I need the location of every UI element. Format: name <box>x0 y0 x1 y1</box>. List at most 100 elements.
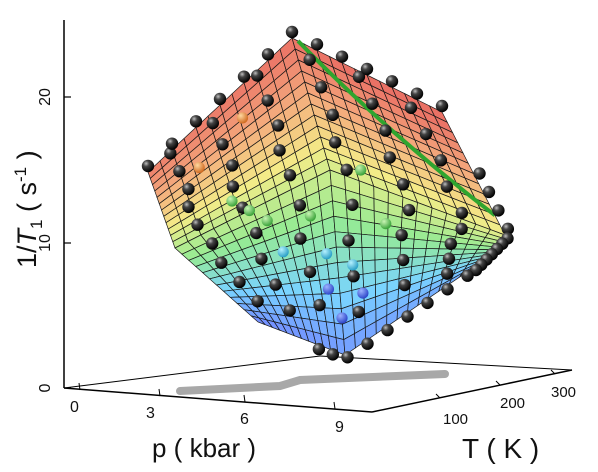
data-point-marker <box>238 70 250 82</box>
data-point-marker <box>341 351 353 363</box>
data-point-marker <box>435 154 447 166</box>
data-point-marker <box>380 218 391 229</box>
data-point-marker <box>336 50 348 62</box>
surface-cell <box>361 221 375 236</box>
data-point-marker <box>342 234 354 246</box>
surface-cell <box>361 234 374 248</box>
data-point-marker <box>353 306 365 318</box>
data-point-marker <box>323 283 334 294</box>
data-point-marker <box>311 38 323 50</box>
data-point-marker <box>207 117 219 129</box>
data-point-marker <box>305 210 316 221</box>
x-axis-title: p ( kbar ) <box>152 433 256 463</box>
data-point-marker <box>304 266 316 278</box>
data-point-marker <box>284 304 296 316</box>
y-ticks: 100 200 300 <box>436 370 576 428</box>
y-tick-label: 300 <box>551 384 576 401</box>
data-point-marker <box>336 312 347 323</box>
data-point-marker <box>386 75 398 87</box>
surface-cell <box>327 263 338 280</box>
data-point-marker <box>421 297 433 309</box>
data-point-marker <box>346 199 358 211</box>
data-point-marker <box>473 167 485 179</box>
data-point-marker <box>226 159 238 171</box>
data-point-marker <box>173 165 185 177</box>
data-point-marker <box>384 151 396 163</box>
surface-cell <box>324 232 336 250</box>
data-point-marker <box>441 267 453 279</box>
data-point-marker <box>398 279 410 291</box>
data-point-marker <box>262 215 273 226</box>
floor-right-edge <box>320 356 572 370</box>
floor-projection <box>180 374 445 391</box>
data-point-marker <box>403 204 415 216</box>
data-point-marker <box>303 54 315 66</box>
data-point-marker <box>456 207 468 219</box>
surface-cell <box>347 219 361 235</box>
data-point-marker <box>366 97 378 109</box>
data-point-marker <box>261 94 273 106</box>
data-point-marker <box>313 343 325 355</box>
surface-cell <box>363 260 376 274</box>
y-axis-title: T ( K ) <box>462 433 539 464</box>
data-point-marker <box>251 295 263 307</box>
data-point-marker <box>269 278 281 290</box>
data-point-marker <box>206 237 218 249</box>
data-point-marker <box>294 232 306 244</box>
data-point-marker <box>272 119 284 131</box>
data-point-marker <box>441 283 453 295</box>
data-point-marker <box>436 100 448 112</box>
surface-cell <box>336 247 350 262</box>
data-point-marker <box>379 124 391 136</box>
data-point-marker <box>347 270 359 282</box>
data-point-marker <box>455 223 467 235</box>
z-axis-title: 1/T1 ( s-1 ) <box>11 150 46 268</box>
data-point-marker <box>244 205 255 216</box>
surface-cell <box>426 240 440 248</box>
surface-cell <box>425 249 439 257</box>
y-tick-label: 200 <box>500 395 525 412</box>
data-point-marker <box>411 87 423 99</box>
x-tick-label: 6 <box>240 411 249 428</box>
data-point-marker <box>216 138 228 150</box>
data-point-marker <box>226 195 237 206</box>
x-tick-label: 9 <box>335 419 344 436</box>
data-point-marker <box>294 199 306 211</box>
data-point-marker <box>395 229 407 241</box>
surface-cell <box>334 216 348 233</box>
data-point-marker <box>250 227 262 239</box>
data-point-marker <box>401 310 413 322</box>
data-point-marker <box>420 128 432 140</box>
data-point-marker <box>443 253 455 265</box>
surface-cell <box>413 248 427 257</box>
data-point-marker <box>166 137 178 149</box>
data-point-marker <box>327 348 339 360</box>
data-point-marker <box>441 180 453 192</box>
data-point-marker <box>194 162 205 173</box>
surface-cell <box>375 248 388 260</box>
data-point-marker <box>397 178 409 190</box>
data-point-marker <box>340 164 352 176</box>
data-point-marker <box>255 253 267 265</box>
data-point-marker <box>492 204 504 216</box>
z-tick-label: 0 <box>37 383 54 392</box>
data-point-marker <box>262 48 274 60</box>
data-point-marker <box>347 259 358 270</box>
surface-cell <box>349 247 362 261</box>
data-point-marker <box>329 136 341 148</box>
data-point-marker <box>182 183 194 195</box>
data-point-marker <box>237 112 248 123</box>
data-point-marker <box>251 69 263 81</box>
data-point-marker <box>191 219 203 231</box>
data-point-marker <box>445 238 457 250</box>
data-point-marker <box>315 81 327 93</box>
surface-cell <box>375 259 388 272</box>
data-point-marker <box>233 276 245 288</box>
z-ticks: 0 10 20 <box>37 88 71 392</box>
data-point-marker <box>397 254 409 266</box>
data-point-marker <box>215 257 227 269</box>
data-point-marker <box>381 324 393 336</box>
data-point-marker <box>227 180 239 192</box>
